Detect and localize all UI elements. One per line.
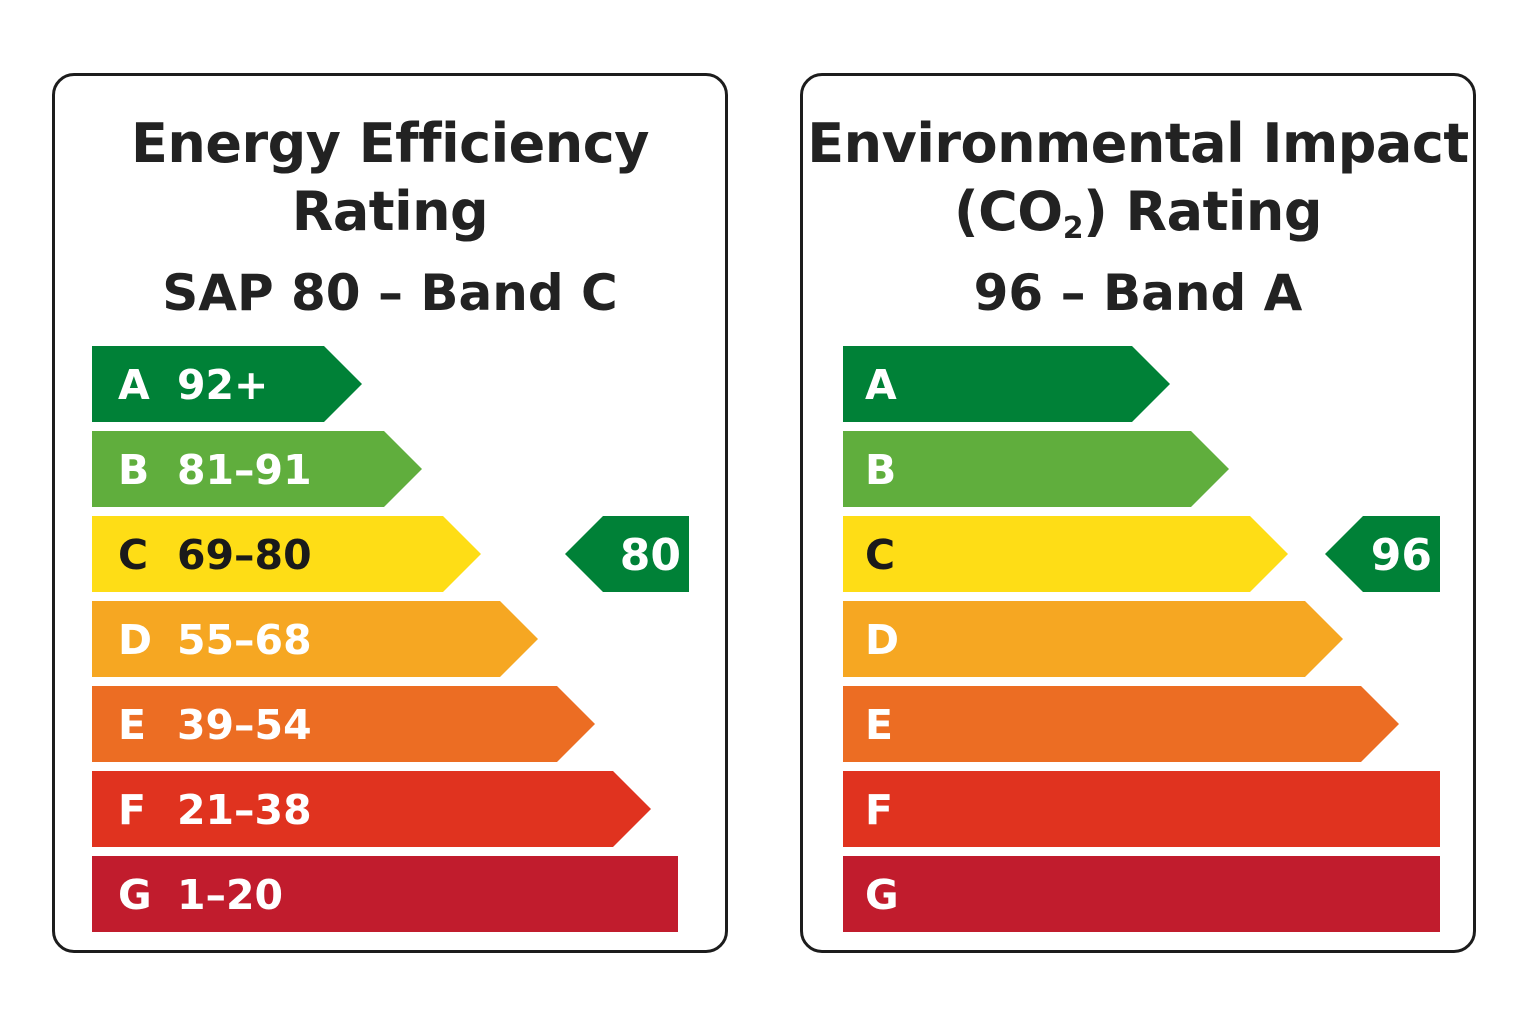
band-a-letter: A xyxy=(865,361,897,409)
band-g-bar xyxy=(92,856,678,932)
environmental-impact-panel: Environmental Impact (CO2) Rating 96 – B… xyxy=(800,73,1476,953)
title-rating-text: ) Rating xyxy=(1083,180,1322,243)
band-d-bar xyxy=(843,601,1343,677)
band-c-bar xyxy=(843,516,1288,592)
band-d-bar xyxy=(92,601,538,677)
title-line-2: Rating xyxy=(291,180,489,243)
current-rating-value: 96 xyxy=(1371,530,1432,581)
title-line-1: Energy Efficiency xyxy=(131,112,649,175)
current-rating-value: 80 xyxy=(620,530,681,581)
title-subscript: 2 xyxy=(1062,211,1084,246)
band-c-bar xyxy=(92,516,481,592)
energy-efficiency-panel: Energy Efficiency Rating SAP 80 – Band C… xyxy=(52,73,728,953)
band-e-bar xyxy=(843,686,1399,762)
band-a-bar xyxy=(92,346,362,422)
title-line-1: Environmental Impact xyxy=(807,112,1469,175)
energy-efficiency-title: Energy Efficiency Rating xyxy=(55,110,725,246)
energy-efficiency-subtitle: SAP 80 – Band C xyxy=(162,264,618,322)
band-b-bar xyxy=(92,431,422,507)
band-d-range: 55–68 xyxy=(177,616,312,664)
current-rating-pointer xyxy=(1325,516,1440,592)
current-rating-pointer xyxy=(565,516,689,592)
band-c-letter: C xyxy=(865,531,895,579)
band-e-letter: E xyxy=(865,701,893,749)
environmental-impact-subtitle: 96 – Band A xyxy=(973,264,1303,322)
band-a-bar xyxy=(843,346,1170,422)
band-g-range: 1–20 xyxy=(177,871,283,919)
band-c-range: 69–80 xyxy=(177,531,312,579)
band-c-letter: C xyxy=(118,531,148,579)
band-b-range: 81–91 xyxy=(177,446,312,494)
band-b-letter: B xyxy=(118,446,149,494)
band-e-bar xyxy=(92,686,595,762)
band-g-bar xyxy=(843,856,1440,932)
band-e-letter: E xyxy=(118,701,146,749)
band-g-letter: G xyxy=(118,871,152,919)
band-a-letter: A xyxy=(118,361,150,409)
band-a-range: 92+ xyxy=(177,361,268,409)
energy-efficiency-chart: A 92+ B 81–91 C 69–80 D 55–68 E 39–54 F 21–38 G 1–20 8… xyxy=(92,346,689,932)
band-d-letter: D xyxy=(118,616,152,664)
band-b-letter: B xyxy=(865,446,896,494)
band-f-letter: F xyxy=(865,786,893,834)
band-f-bar xyxy=(92,771,651,847)
band-e-range: 39–54 xyxy=(177,701,312,749)
band-f-bar xyxy=(843,771,1440,847)
band-b-bar xyxy=(843,431,1229,507)
environmental-impact-title: Environmental Impact (CO2) Rating xyxy=(803,110,1473,263)
title-co-text: (CO xyxy=(953,180,1063,243)
title-line-2: (CO2) Rating xyxy=(803,178,1473,263)
band-f-letter: F xyxy=(118,786,146,834)
band-g-letter: G xyxy=(865,871,899,919)
band-f-range: 21–38 xyxy=(177,786,312,834)
band-d-letter: D xyxy=(865,616,899,664)
